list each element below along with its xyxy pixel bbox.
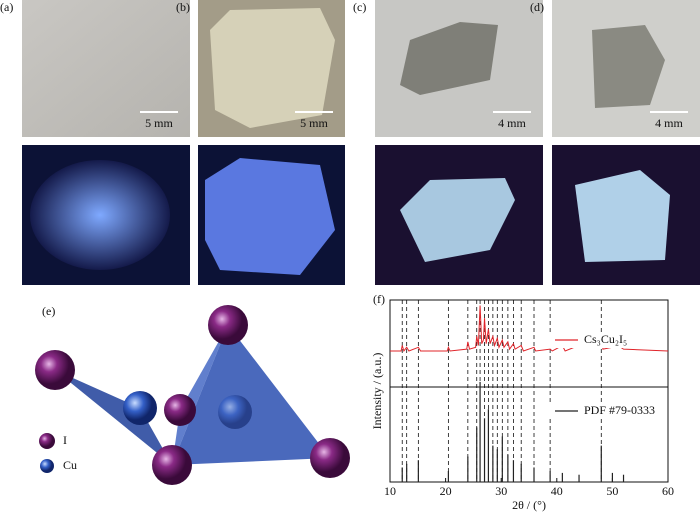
i-atom — [208, 305, 248, 345]
photo-labels: (a) 5 mm (b) 5 mm (c) 4 mm (d) 4 mm — [0, 0, 688, 130]
pattern-line — [390, 305, 669, 353]
photo — [22, 0, 190, 137]
crystal — [592, 25, 665, 108]
plot-frame — [389, 299, 669, 483]
cu-atom — [218, 395, 252, 429]
y-axis-title: Intensity / (a.u.) — [370, 353, 384, 430]
legend-box — [548, 403, 648, 419]
crystal — [210, 8, 335, 128]
scale-label: 4 mm — [655, 116, 683, 130]
glow — [30, 160, 170, 270]
legend-label: Cs₃Cu₂I₅ — [584, 332, 627, 346]
panel-label: (c) — [353, 0, 366, 14]
x-tick-label: 60 — [662, 484, 674, 498]
x-tick-label: 10 — [384, 484, 396, 498]
scale-label: 5 mm — [300, 116, 328, 130]
legend-i — [39, 433, 55, 449]
cu-atom — [123, 391, 157, 425]
x-tick-label: 30 — [495, 484, 507, 498]
i-atom — [164, 394, 196, 426]
x-axis-title: 2θ / (°) — [512, 498, 546, 512]
crystal — [400, 22, 498, 95]
i-atom — [35, 350, 75, 390]
tetrahedron — [172, 325, 228, 465]
crystal — [400, 178, 515, 262]
legend-box — [548, 332, 648, 348]
panel-label: (b) — [176, 0, 190, 14]
legend-label: PDF #79-0333 — [584, 403, 655, 417]
legend-label: I — [63, 433, 67, 447]
x-tick-label: 40 — [551, 484, 563, 498]
i-atom — [310, 438, 350, 478]
structure: (e) I Cu — [35, 304, 350, 485]
x-tick-label: 50 — [606, 484, 618, 498]
x-tick-label: 20 — [440, 484, 452, 498]
legend-cu — [40, 459, 54, 473]
xrd-chart: (f) 2θ / (°) Intensity / (a.u.) 10 20 30 40… — [370, 292, 674, 512]
photo-row-top — [22, 0, 700, 137]
tetrahedron — [172, 325, 330, 465]
panel-label: (a) — [0, 0, 13, 14]
panel-label: (d) — [530, 0, 544, 14]
tetrahedron — [55, 370, 172, 465]
panel-label: (e) — [42, 304, 55, 318]
crystal — [575, 170, 670, 262]
scale-label: 4 mm — [498, 116, 526, 130]
panel-label: (f) — [373, 292, 385, 306]
i-atom — [152, 445, 192, 485]
scale-label: 5 mm — [145, 116, 173, 130]
crystal — [205, 158, 335, 275]
legend-label: Cu — [63, 458, 77, 472]
photo-row-bottom — [22, 145, 700, 285]
